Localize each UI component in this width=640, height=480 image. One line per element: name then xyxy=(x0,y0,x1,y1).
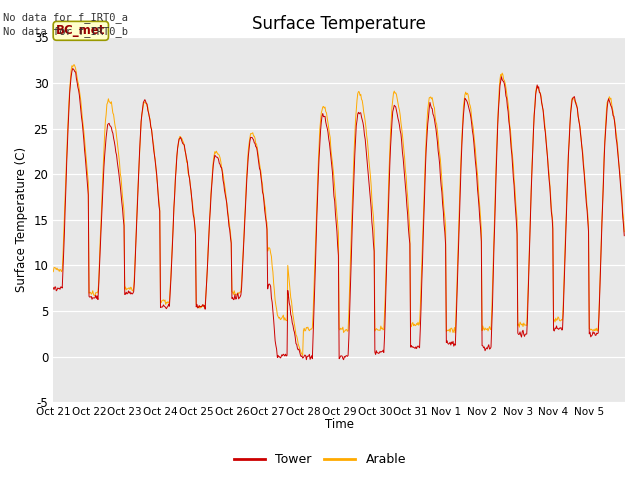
X-axis label: Time: Time xyxy=(324,419,354,432)
Y-axis label: Surface Temperature (C): Surface Temperature (C) xyxy=(15,147,28,292)
Text: No data for f_IRT0_b: No data for f_IRT0_b xyxy=(3,26,128,37)
Text: No data for f_IRT0_a: No data for f_IRT0_a xyxy=(3,12,128,23)
Legend: Tower, Arable: Tower, Arable xyxy=(229,448,411,471)
Title: Surface Temperature: Surface Temperature xyxy=(252,15,426,33)
Text: BC_met: BC_met xyxy=(56,24,106,37)
